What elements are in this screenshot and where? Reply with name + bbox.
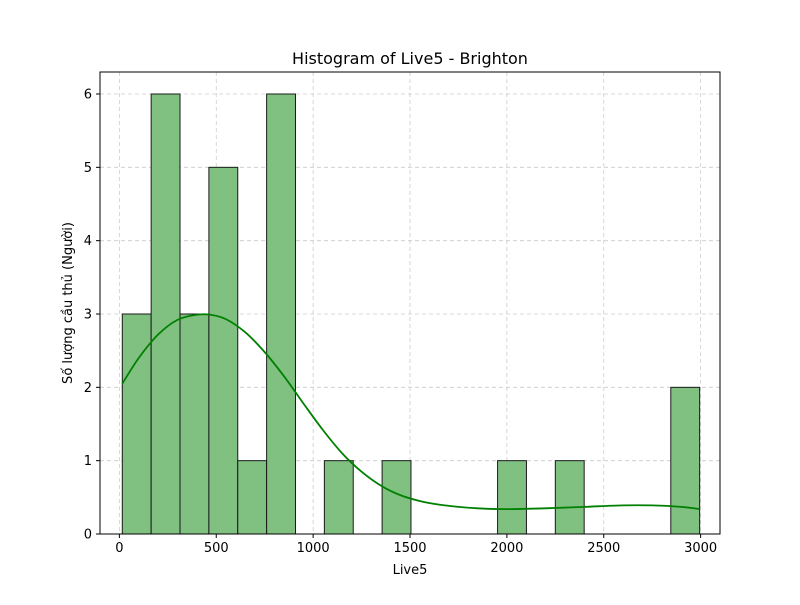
histogram-bar	[670, 386, 701, 535]
histogram-bar	[237, 460, 268, 535]
histogram-bar	[150, 93, 181, 535]
x-tick-label: 0	[115, 541, 123, 556]
histogram-bar	[497, 460, 527, 535]
x-tick-label: 3000	[684, 541, 717, 556]
grid-layer	[100, 72, 720, 535]
y-tick-label: 3	[84, 308, 92, 323]
y-tick-label: 5	[84, 161, 92, 176]
x-tick-label: 2000	[490, 541, 523, 556]
kde-layer	[121, 313, 700, 511]
y-tick-label: 4	[84, 234, 92, 249]
x-tick-label: 1500	[393, 541, 426, 556]
histogram-bar	[323, 460, 354, 535]
kde-line	[121, 313, 700, 511]
histogram-bar	[266, 93, 296, 535]
x-axis-label: Live5	[393, 563, 428, 578]
chart-title: Histogram of Live5 - Brighton	[292, 49, 528, 68]
x-tick-label: 500	[204, 541, 229, 556]
y-tick-label: 6	[84, 88, 92, 103]
y-tick-label: 2	[84, 381, 92, 396]
x-tick-label: 2500	[587, 541, 620, 556]
histogram-bar	[554, 460, 585, 535]
y-tick-label: 0	[84, 528, 92, 543]
histogram-bar	[208, 166, 239, 535]
bars-layer	[121, 93, 701, 535]
histogram-bar	[179, 313, 210, 535]
x-tick-label: 1000	[297, 541, 330, 556]
y-tick-label: 1	[84, 454, 92, 469]
y-axis-label: Số lượng cầu thủ (Người)	[61, 222, 76, 384]
ticks-layer: 0 500 1000 1500 2000 2500 3000 0 1 2 3 4 5 6	[84, 88, 717, 557]
